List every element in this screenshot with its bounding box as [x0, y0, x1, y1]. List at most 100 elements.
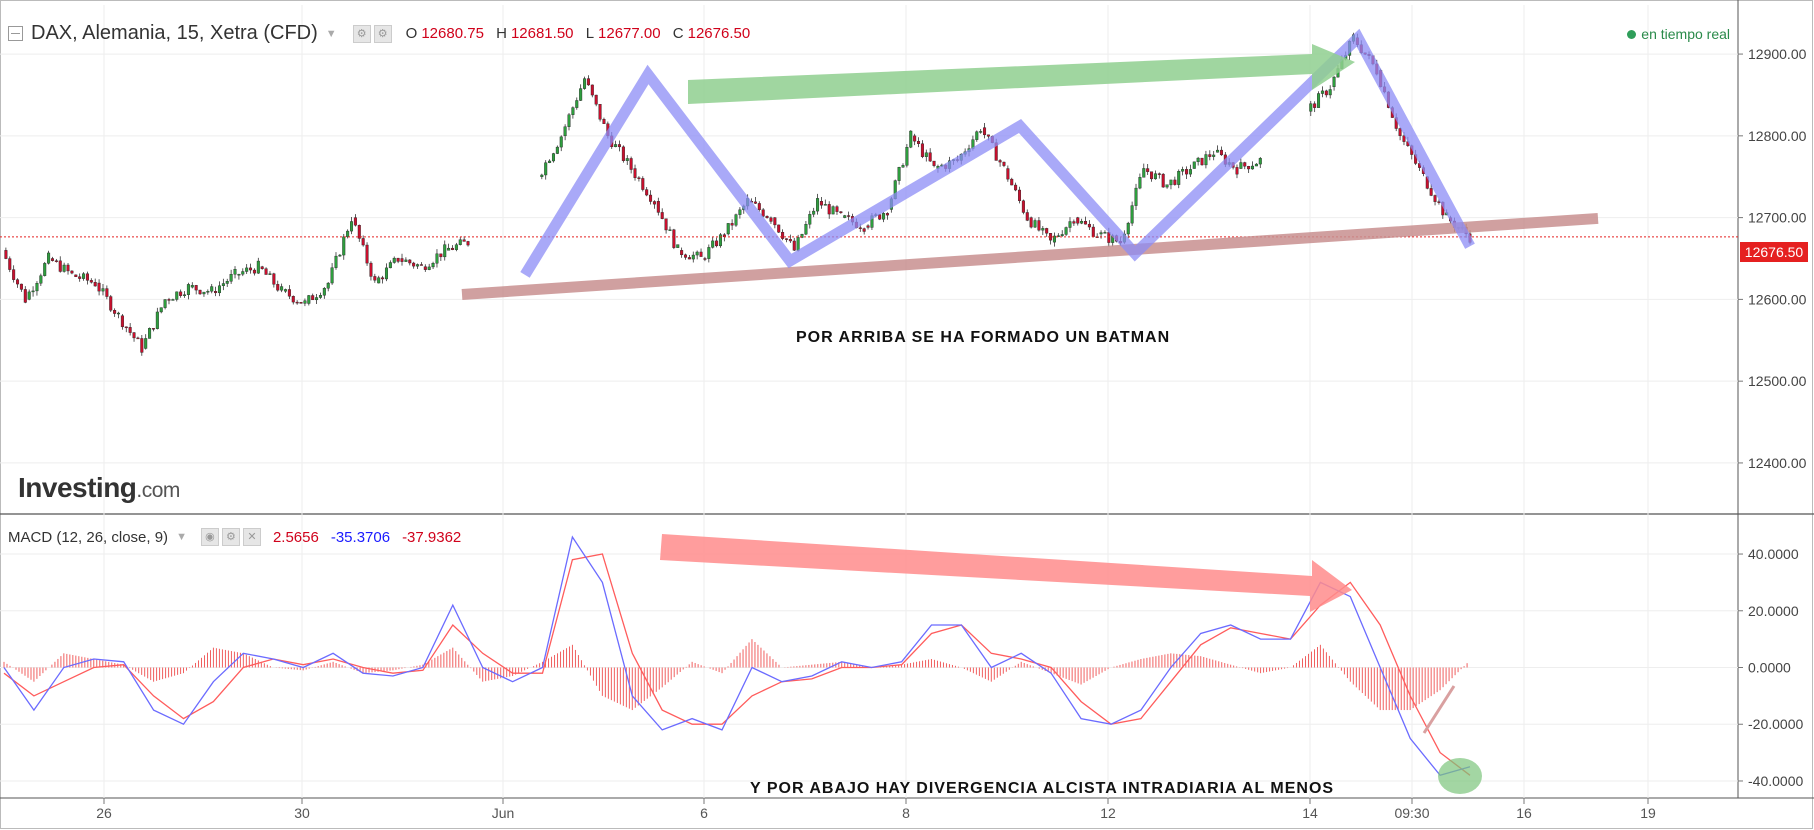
arrow-up-shape — [688, 44, 1355, 104]
candle-body — [66, 264, 70, 272]
collapse-icon[interactable] — [8, 26, 23, 41]
candle-body — [233, 269, 237, 275]
candle-body — [979, 131, 983, 133]
high-label: H — [496, 25, 507, 42]
macd-histogram — [3, 639, 1468, 711]
candle-body — [1091, 226, 1095, 237]
macd-line — [3, 535, 1471, 777]
candle-body — [831, 206, 835, 215]
candle-body — [1309, 103, 1313, 112]
candle-body — [264, 268, 268, 275]
low-value: 12677.00 — [598, 25, 661, 42]
candle-body — [78, 276, 82, 279]
candle-body — [839, 211, 843, 214]
candle-body — [82, 273, 86, 279]
close-icon[interactable]: ✕ — [242, 528, 261, 546]
candle-body — [703, 258, 707, 260]
candle-body — [93, 282, 97, 287]
candle-body — [97, 282, 101, 292]
open-value: 12680.75 — [421, 25, 484, 42]
candle-body — [27, 291, 31, 300]
candle-body — [1208, 154, 1212, 157]
candle-body — [633, 168, 637, 178]
chevron-down-icon[interactable]: ▼ — [176, 531, 187, 543]
candle-body — [804, 224, 808, 235]
candle-body — [986, 134, 990, 137]
candle-body — [1437, 201, 1441, 203]
x-tick-label: 12 — [1100, 805, 1116, 821]
macd-tick-label: -20.0000 — [1748, 716, 1803, 732]
candle-body — [120, 315, 124, 328]
candle-body — [1041, 228, 1045, 231]
candle-body — [462, 239, 466, 242]
chevron-down-icon[interactable]: ▼ — [325, 27, 337, 40]
candle-body — [1247, 166, 1251, 170]
candle-body — [427, 266, 431, 270]
symbol-title[interactable]: DAX, Alemania, 15, Xetra (CFD) — [31, 22, 318, 44]
candle-body — [1200, 157, 1204, 166]
candle-body — [151, 328, 155, 330]
green-trend-arrow — [688, 44, 1355, 104]
candle-body — [808, 214, 812, 225]
candle-body — [555, 146, 559, 154]
candle-body — [206, 291, 210, 293]
macd-value-2: -35.3706 — [330, 528, 391, 546]
candle-body — [388, 262, 392, 269]
chart-header: DAX, Alemania, 15, Xetra (CFD) ▼ ⚙ ⚙ O 12… — [8, 22, 758, 45]
candle-body — [47, 252, 51, 264]
candle-body — [318, 295, 322, 298]
candle-body — [1010, 178, 1014, 186]
eye-icon[interactable]: ◉ — [200, 528, 219, 546]
candle-body — [676, 244, 680, 248]
candle-body — [454, 244, 458, 250]
candle-body — [326, 282, 330, 289]
candle-body — [629, 158, 633, 170]
candle-body — [792, 240, 796, 251]
candle-body — [342, 236, 346, 256]
x-tick-label: Jun — [492, 805, 515, 821]
high-value: 12681.50 — [510, 25, 574, 42]
candle-body — [155, 311, 159, 329]
candle-body — [687, 257, 691, 260]
candle-body — [1103, 232, 1107, 234]
candle-body — [645, 189, 649, 196]
candle-body — [311, 295, 315, 301]
candle-body — [1216, 149, 1220, 153]
signal-line — [3, 553, 1471, 776]
candle-body — [357, 224, 361, 239]
candle-body — [214, 291, 218, 294]
gear-icon[interactable]: ⚙ — [373, 24, 392, 43]
candle-body — [447, 247, 451, 251]
candle-body — [194, 285, 198, 291]
candle-body — [1181, 169, 1185, 172]
candle-body — [450, 247, 454, 250]
candle-body — [1018, 189, 1022, 201]
candle-body — [31, 290, 35, 293]
candle-body — [443, 244, 447, 258]
candle-body — [866, 225, 870, 228]
gear-icon[interactable]: ⚙ — [221, 528, 240, 546]
candle-body — [540, 174, 544, 177]
candle-body — [419, 264, 423, 266]
macd-tick-label: 40.0000 — [1748, 546, 1799, 562]
candle-body — [757, 203, 761, 210]
price-tick-label: 12800.00 — [1748, 128, 1807, 144]
candle-body — [39, 275, 43, 284]
candle-body — [128, 327, 132, 333]
candle-body — [245, 267, 249, 272]
candle-body — [858, 227, 862, 229]
macd-label[interactable]: MACD (12, 26, close, 9) — [8, 528, 169, 546]
candle-body — [544, 162, 548, 176]
candle-body — [43, 263, 47, 276]
candle-body — [171, 299, 175, 301]
annotation-top: POR ARRIBA SE HA FORMADO UN BATMAN — [796, 329, 1171, 346]
candle-body — [439, 253, 443, 258]
candle-body — [1239, 162, 1243, 169]
candle-body — [1087, 223, 1091, 228]
candle-body — [1219, 149, 1223, 156]
candle-body — [1002, 161, 1006, 166]
candle-body — [1080, 221, 1084, 224]
settings-icon[interactable]: ⚙ — [352, 24, 371, 43]
candle-body — [1076, 217, 1080, 224]
